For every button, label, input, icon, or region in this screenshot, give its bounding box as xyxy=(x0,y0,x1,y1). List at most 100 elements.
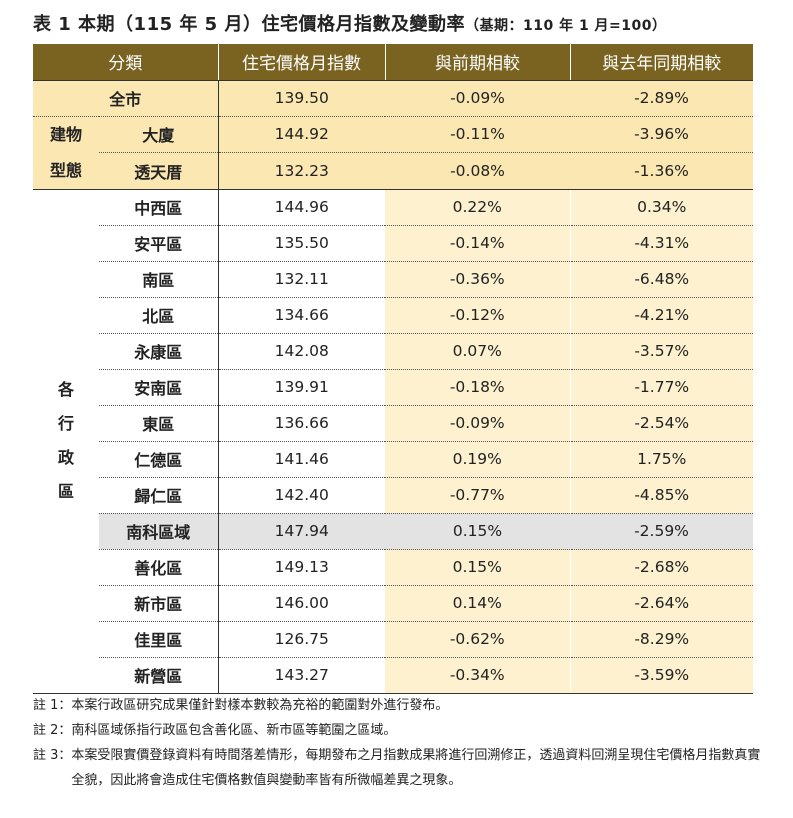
table-row: 東區 136.66 -0.09% -2.54% xyxy=(33,405,753,442)
row-name: 善化區 xyxy=(99,549,218,586)
row-yoy: 0.34% xyxy=(569,189,753,226)
table-row: 北區 134.66 -0.12% -4.21% xyxy=(33,297,753,334)
header-category: 分類 xyxy=(33,44,218,81)
table-row: 安平區 135.50 -0.14% -4.31% xyxy=(33,225,753,262)
table-row: 永康區 142.08 0.07% -3.57% xyxy=(33,333,753,370)
table-row: 各行政區中西區 144.96 0.22% 0.34% xyxy=(33,189,753,694)
table-row: 透天厝 132.23 -0.08% -1.36% xyxy=(33,152,753,190)
row-yoy: -8.29% xyxy=(569,621,753,658)
row-index: 139.91 xyxy=(217,369,385,406)
row-index: 147.94 xyxy=(217,513,385,550)
row-name: 全市 xyxy=(33,80,218,117)
group-label-part: 建物 xyxy=(49,124,82,144)
row-yoy: -2.59% xyxy=(570,513,753,550)
row-index: 132.11 xyxy=(217,261,385,298)
table-row: 南區 132.11 -0.36% -6.48% xyxy=(33,261,753,298)
row-index: 144.96 xyxy=(217,189,385,226)
table-header-row: 分類 住宅價格月指數 與前期相較 與去年同期相較 xyxy=(33,44,753,81)
row-mom: 0.19% xyxy=(385,441,570,478)
row-mom: -0.11% xyxy=(385,116,570,153)
row-name: 永康區 xyxy=(99,333,218,370)
row-mom: -0.36% xyxy=(385,261,570,298)
table-row-city: 全市 139.50 -0.09% -2.89% xyxy=(33,80,753,117)
row-yoy: 1.75% xyxy=(569,441,753,478)
group-label-part: 區 xyxy=(57,482,74,501)
header-yoy: 與去年同期相較 xyxy=(569,44,753,81)
table-row: 善化區 149.13 0.15% -2.68% xyxy=(33,549,753,586)
row-name: 佳里區 xyxy=(99,621,218,658)
footnotes: 註 1： 本案行政區研究成果僅針對樣本數較為充裕的範圍對外進行發布。註 2： 南科區… xyxy=(33,693,763,793)
group-label-part: 政 xyxy=(57,448,74,467)
row-yoy: -2.64% xyxy=(569,585,753,622)
footnote: 註 2： 南科區域係指行政區包含善化區、新市區等範圍之區域。 xyxy=(33,718,763,743)
row-yoy: -4.21% xyxy=(569,297,753,334)
row-mom: -0.62% xyxy=(385,621,570,658)
row-yoy: -3.96% xyxy=(570,116,753,153)
row-name: 新市區 xyxy=(99,585,218,622)
row-yoy: -1.77% xyxy=(569,369,753,406)
footnote: 註 3： 本案受限實價登錄資料有時間落差情形，每期發布之月指數成果將進行回溯修正，… xyxy=(33,743,763,793)
row-yoy: -2.89% xyxy=(570,80,753,117)
header-mom: 與前期相較 xyxy=(384,44,570,81)
table-row: 南科區域 147.94 0.15% -2.59% xyxy=(33,513,753,550)
row-yoy: -3.57% xyxy=(569,333,753,370)
row-index: 142.40 xyxy=(217,477,385,514)
row-mom: -0.77% xyxy=(385,477,570,514)
row-name: 安南區 xyxy=(99,369,218,406)
row-name: 仁德區 xyxy=(99,441,218,478)
row-name: 南區 xyxy=(99,261,218,298)
row-name: 歸仁區 xyxy=(99,477,218,514)
row-name: 北區 xyxy=(99,297,218,334)
header-index: 住宅價格月指數 xyxy=(217,44,385,81)
row-name: 南科區域 xyxy=(99,513,218,550)
row-mom: -0.08% xyxy=(385,152,570,190)
row-index: 141.46 xyxy=(217,441,385,478)
table-title-main: 表 1 本期（115 年 5 月）住宅價格月指數及變動率 xyxy=(33,14,465,35)
footnote-tag: 註 2： xyxy=(33,723,72,738)
group-label-building: 建物 型態 xyxy=(33,116,99,190)
row-mom: -0.18% xyxy=(385,369,570,406)
footnote-tag: 註 3： xyxy=(33,748,72,763)
row-index: 142.08 xyxy=(217,333,385,370)
table-row: 仁德區 141.46 0.19% 1.75% xyxy=(33,441,753,478)
row-yoy: -2.68% xyxy=(569,549,753,586)
table-row: 建物 型態 大廈 144.92 -0.11% -3.96% xyxy=(33,116,753,190)
row-mom: -0.09% xyxy=(385,80,570,117)
row-yoy: -4.31% xyxy=(569,225,753,262)
footnote-text: 本案行政區研究成果僅針對樣本數較為充裕的範圍對外進行發布。 xyxy=(71,698,449,713)
table-row: 佳里區 126.75 -0.62% -8.29% xyxy=(33,621,753,658)
footnote-text: 南科區域係指行政區包含善化區、新市區等範圍之區域。 xyxy=(71,723,397,738)
row-index: 139.50 xyxy=(217,80,385,117)
row-index: 149.13 xyxy=(217,549,385,586)
row-mom: -0.09% xyxy=(385,405,570,442)
footnote-text: 本案受限實價登錄資料有時間落差情形，每期發布之月指數成果將進行回溯修正，透過資料… xyxy=(71,748,761,788)
table-row: 新市區 146.00 0.14% -2.64% xyxy=(33,585,753,622)
table-row: 安南區 139.91 -0.18% -1.77% xyxy=(33,369,753,406)
row-yoy: -4.85% xyxy=(569,477,753,514)
row-index: 134.66 xyxy=(217,297,385,334)
row-name: 透天厝 xyxy=(99,152,218,190)
group-label-part: 行 xyxy=(57,414,74,433)
row-mom: -0.14% xyxy=(385,225,570,262)
price-index-table: 分類 住宅價格月指數 與前期相較 與去年同期相較 全市 139.50 -0.09… xyxy=(33,44,753,694)
row-name: 中西區 xyxy=(99,189,218,226)
row-mom: 0.15% xyxy=(385,549,570,586)
row-mom: 0.22% xyxy=(385,189,570,226)
row-mom: 0.14% xyxy=(385,585,570,622)
table-row: 歸仁區 142.40 -0.77% -4.85% xyxy=(33,477,753,514)
group-label-part: 各 xyxy=(57,380,74,399)
row-yoy: -3.59% xyxy=(569,657,753,694)
row-index: 132.23 xyxy=(217,152,385,190)
row-name: 新營區 xyxy=(99,657,218,694)
row-name: 東區 xyxy=(99,405,218,442)
group-label-district: 各行政區 xyxy=(33,189,99,694)
table-title-base: （基期：110 年 1 月=100） xyxy=(464,18,667,34)
table-row: 新營區 143.27 -0.34% -3.59% xyxy=(33,657,753,694)
row-index: 143.27 xyxy=(217,657,385,694)
row-yoy: -2.54% xyxy=(569,405,753,442)
row-index: 136.66 xyxy=(217,405,385,442)
row-index: 135.50 xyxy=(217,225,385,262)
table-title: 表 1 本期（115 年 5 月）住宅價格月指數及變動率（基期：110 年 1 … xyxy=(33,10,667,36)
row-mom: 0.15% xyxy=(385,513,570,550)
row-yoy: -6.48% xyxy=(569,261,753,298)
